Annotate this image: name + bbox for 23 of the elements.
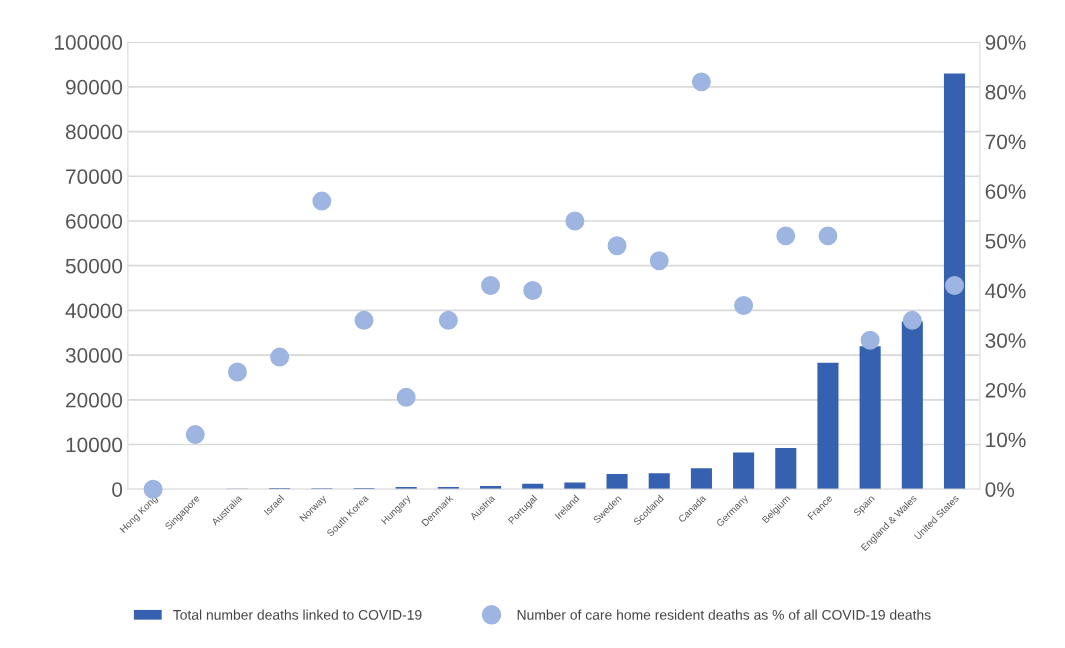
y2-tick-label: 10% [986,432,1026,448]
y-tick-label: 80000 [65,124,123,140]
y-tick-label: 90000 [65,79,123,95]
y-tick-label: 100000 [55,35,123,50]
y2-tick-label: 90% [985,35,1026,50]
y2-tick-label: 70% [985,134,1026,150]
y-tick-label: 30000 [65,348,123,363]
y2-tick-label: 50% [985,233,1026,249]
y2-tick-label: 80% [985,84,1026,100]
y-tick-label: 50000 [65,258,123,274]
y-tick-label: 70000 [66,169,123,185]
y2-tick-label: 20% [985,382,1026,398]
y-tick-label: 10000 [66,437,123,453]
legend-label: Total number deaths linked to COVID-19 [173,609,422,620]
y2-tick-label: 40% [985,283,1026,299]
y-tick-label: 20000 [66,392,123,408]
legend-label: Number of care home resident deaths as % of all COVID-19 deaths [517,609,931,620]
y2-tick-label: 30% [985,333,1026,348]
y-tick-label: 60000 [66,213,123,229]
y2-tick-label: 0% [985,482,1015,497]
y2-tick-label: 60% [985,184,1026,199]
y-tick-label: 40000 [65,303,123,319]
y-tick-label: 0 [112,482,123,497]
